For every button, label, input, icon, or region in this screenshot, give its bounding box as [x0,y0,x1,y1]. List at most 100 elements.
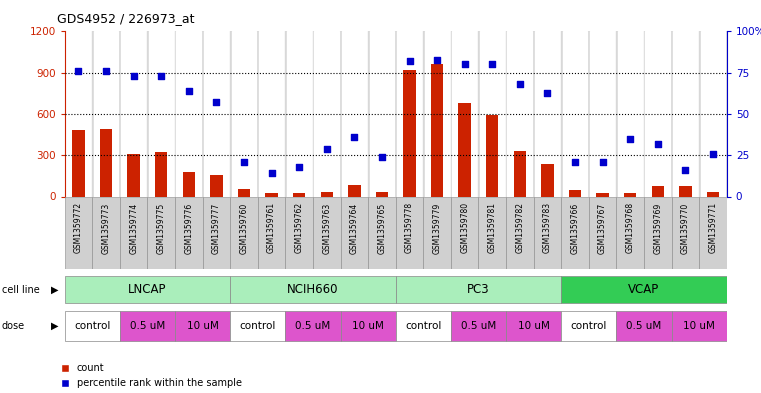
Bar [293,193,305,196]
Point [376,154,388,160]
Point [569,159,581,165]
Text: GSM1359775: GSM1359775 [157,202,166,253]
Bar [597,193,609,196]
FancyBboxPatch shape [451,311,506,341]
Text: control: control [571,321,607,331]
FancyBboxPatch shape [65,311,120,341]
FancyBboxPatch shape [92,196,120,269]
Bar [231,31,256,196]
Point [266,170,278,176]
FancyBboxPatch shape [671,311,727,341]
FancyBboxPatch shape [396,311,451,341]
FancyBboxPatch shape [699,196,727,269]
Text: 10 uM: 10 uM [352,321,384,331]
Text: GSM1359776: GSM1359776 [184,202,193,253]
Bar [341,31,368,196]
Bar [423,31,451,196]
Bar [624,193,636,196]
Bar [589,31,616,196]
FancyBboxPatch shape [616,196,644,269]
Bar [707,192,719,196]
Text: NCIH660: NCIH660 [287,283,339,296]
Bar [535,31,560,196]
Bar [72,130,84,196]
FancyBboxPatch shape [65,276,230,303]
Bar [701,31,725,196]
FancyBboxPatch shape [561,311,616,341]
Bar [177,31,201,196]
Text: GSM1359763: GSM1359763 [322,202,331,253]
Point [128,73,140,79]
FancyBboxPatch shape [533,196,561,269]
Bar [425,31,450,196]
Bar [645,31,670,196]
Bar [370,31,394,196]
FancyBboxPatch shape [341,311,396,341]
Bar [313,31,340,196]
FancyBboxPatch shape [285,196,313,269]
Text: 10 uM: 10 uM [683,321,715,331]
Bar [230,31,258,196]
Text: GSM1359779: GSM1359779 [432,202,441,253]
Text: control: control [405,321,441,331]
Bar [148,31,175,196]
Bar [479,31,506,196]
FancyBboxPatch shape [561,196,589,269]
FancyBboxPatch shape [65,196,92,269]
Bar [92,31,120,196]
Text: GSM1359762: GSM1359762 [295,202,304,253]
Bar [618,31,642,196]
Bar [314,31,339,196]
Bar [348,185,361,196]
Point [183,88,195,94]
FancyBboxPatch shape [230,311,285,341]
Point [707,151,719,157]
Bar [431,64,444,196]
Text: GSM1359764: GSM1359764 [350,202,359,253]
Bar [127,154,140,196]
Bar [100,129,113,196]
Point [597,159,609,165]
Text: GSM1359772: GSM1359772 [74,202,83,253]
Bar [514,151,526,196]
Point [651,141,664,147]
Point [431,56,443,62]
Bar [396,31,423,196]
Bar [65,31,92,196]
Text: GSM1359770: GSM1359770 [681,202,690,253]
Bar [403,70,416,196]
Text: GSM1359783: GSM1359783 [543,202,552,253]
Point [72,68,84,74]
FancyBboxPatch shape [671,196,699,269]
Point [320,145,333,152]
Point [624,136,636,142]
Bar [480,31,505,196]
Point [459,61,471,68]
Bar [506,31,533,196]
Text: GSM1359778: GSM1359778 [405,202,414,253]
Point [238,159,250,165]
Bar [561,31,589,196]
Bar [541,164,554,196]
Bar [451,31,479,196]
Bar [94,31,119,196]
FancyBboxPatch shape [120,311,175,341]
Bar [258,31,285,196]
Text: 10 uM: 10 uM [517,321,549,331]
Bar [183,173,195,196]
FancyBboxPatch shape [120,196,148,269]
Point [403,58,416,64]
Text: 0.5 uM: 0.5 uM [461,321,496,331]
Bar [644,31,671,196]
Point [293,163,305,170]
Point [210,99,222,106]
Bar [616,31,644,196]
Bar [204,31,229,196]
Bar [202,31,230,196]
Bar [175,31,202,196]
FancyBboxPatch shape [341,196,368,269]
Text: GSM1359760: GSM1359760 [240,202,249,253]
Bar [486,116,498,196]
Text: GSM1359765: GSM1359765 [377,202,387,253]
Text: GSM1359768: GSM1359768 [626,202,635,253]
